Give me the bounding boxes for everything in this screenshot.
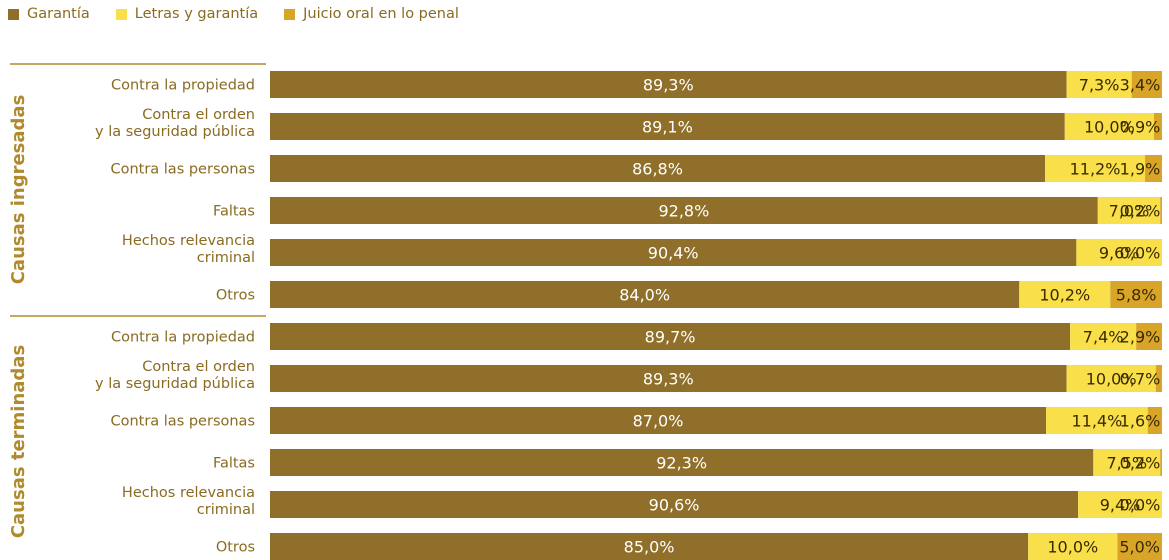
bar-segment-garantia bbox=[270, 71, 1067, 98]
data-label: 92,8% bbox=[658, 202, 709, 221]
category-label: Contra el orden y la seguridad pública bbox=[95, 107, 255, 140]
data-label: 0,2% bbox=[1120, 454, 1161, 473]
bar-segment-juicio bbox=[1155, 365, 1162, 392]
data-label: 11,4% bbox=[1071, 412, 1122, 431]
bar-segment-letras bbox=[1066, 71, 1132, 98]
bar-segment-garantia bbox=[270, 239, 1077, 266]
data-label: 10,0% bbox=[1086, 370, 1137, 389]
data-label: 3,4% bbox=[1120, 76, 1161, 95]
bar-segment-garantia bbox=[270, 365, 1067, 392]
bar-segment-letras bbox=[1093, 449, 1161, 476]
data-label: 89,3% bbox=[643, 370, 694, 389]
data-label: 84,0% bbox=[619, 286, 670, 305]
bar-segment-juicio bbox=[1147, 407, 1162, 434]
bar-segment-letras bbox=[1028, 533, 1118, 560]
data-label: 11,2% bbox=[1070, 160, 1121, 179]
data-label: 9,4% bbox=[1100, 496, 1141, 515]
category-label: Hechos relevancia criminal bbox=[122, 233, 255, 266]
data-label: 5,0% bbox=[1119, 538, 1160, 557]
data-label: 89,3% bbox=[643, 76, 694, 95]
legend-label-garantia: Garantía bbox=[27, 6, 90, 22]
data-label: 90,6% bbox=[649, 496, 700, 515]
legend-item-juicio: Juicio oral en lo penal bbox=[284, 6, 459, 22]
bar-segment-garantia bbox=[270, 113, 1065, 140]
bar-segment-letras bbox=[1045, 155, 1146, 182]
bar-segment-letras bbox=[1019, 281, 1111, 308]
bar-segment-juicio bbox=[1117, 533, 1162, 560]
bar-segment-letras bbox=[1078, 491, 1162, 518]
legend-label-letras: Letras y garantía bbox=[134, 6, 259, 22]
category-label: Faltas bbox=[213, 456, 255, 472]
category-label: Faltas bbox=[213, 204, 255, 220]
data-label: 2,9% bbox=[1120, 328, 1161, 347]
category-label: Contra las personas bbox=[110, 414, 255, 430]
data-label: 1,9% bbox=[1120, 160, 1161, 179]
category-label: Contra las personas bbox=[110, 162, 255, 178]
bar-segment-garantia bbox=[270, 491, 1079, 518]
data-label: 10,0% bbox=[1047, 538, 1098, 557]
data-label: 0,0% bbox=[1120, 244, 1161, 263]
legend-swatch-garantia bbox=[8, 8, 19, 20]
group-label-1: Causas terminadas bbox=[8, 345, 29, 538]
group-label-0: Causas ingresadas bbox=[8, 95, 29, 285]
data-label: 7,3% bbox=[1079, 76, 1120, 95]
category-label: Contra la propiedad bbox=[111, 330, 255, 346]
bar-segment-juicio bbox=[1160, 449, 1162, 476]
bar-segment-garantia bbox=[270, 407, 1047, 434]
bar-segment-juicio bbox=[1136, 323, 1162, 350]
data-label: 89,1% bbox=[642, 118, 693, 137]
data-label: 90,4% bbox=[648, 244, 699, 263]
bar-segment-garantia bbox=[270, 155, 1046, 182]
legend-label-juicio: Juicio oral en lo penal bbox=[303, 6, 459, 22]
bar-segment-letras bbox=[1064, 113, 1154, 140]
legend-item-letras: Letras y garantía bbox=[115, 6, 259, 22]
data-label: 86,8% bbox=[632, 160, 683, 179]
data-label: 7,0% bbox=[1109, 202, 1150, 221]
bar-segment-letras bbox=[1076, 239, 1162, 266]
category-label: Contra la propiedad bbox=[111, 78, 255, 94]
data-label: 10,0% bbox=[1084, 118, 1135, 137]
bar-segment-letras bbox=[1097, 197, 1161, 224]
bar-segment-garantia bbox=[270, 533, 1029, 560]
bar-segment-garantia bbox=[270, 197, 1098, 224]
bar-segment-letras bbox=[1066, 365, 1156, 392]
bar-segment-letras bbox=[1070, 323, 1137, 350]
bar-segment-garantia bbox=[270, 281, 1020, 308]
bar-segment-garantia bbox=[270, 323, 1071, 350]
category-label: Otros bbox=[216, 540, 255, 556]
data-label: 7,4% bbox=[1083, 328, 1124, 347]
data-label: 89,7% bbox=[645, 328, 696, 347]
bar-segment-juicio bbox=[1110, 281, 1162, 308]
bar-segment-juicio bbox=[1131, 71, 1162, 98]
data-label: 87,0% bbox=[633, 412, 684, 431]
bar-segment-garantia bbox=[270, 449, 1094, 476]
data-label: 10,2% bbox=[1039, 286, 1090, 305]
data-label: 92,3% bbox=[656, 454, 707, 473]
category-label: Contra el orden y la seguridad pública bbox=[95, 359, 255, 392]
bar-segment-juicio bbox=[1160, 197, 1162, 224]
legend: Garantía Letras y garantía Juicio oral e… bbox=[8, 6, 459, 22]
category-label: Otros bbox=[216, 288, 255, 304]
data-label: 0,9% bbox=[1120, 118, 1161, 137]
data-label: 0,7% bbox=[1120, 370, 1161, 389]
data-label: 0,2% bbox=[1120, 202, 1161, 221]
category-label: Hechos relevancia criminal bbox=[122, 485, 255, 518]
bar-segment-juicio bbox=[1153, 113, 1162, 140]
data-label: 1,6% bbox=[1120, 412, 1161, 431]
bar-segment-letras bbox=[1046, 407, 1148, 434]
data-label: 9,6% bbox=[1099, 244, 1140, 263]
data-label: 85,0% bbox=[624, 538, 675, 557]
data-label: 5,8% bbox=[1116, 286, 1157, 305]
legend-item-garantia: Garantía bbox=[8, 6, 90, 22]
bar-segment-juicio bbox=[1145, 155, 1162, 182]
data-label: 0,0% bbox=[1120, 496, 1161, 515]
legend-swatch-letras bbox=[115, 8, 127, 20]
legend-swatch-juicio bbox=[284, 8, 296, 20]
data-label: 7,5% bbox=[1106, 454, 1147, 473]
